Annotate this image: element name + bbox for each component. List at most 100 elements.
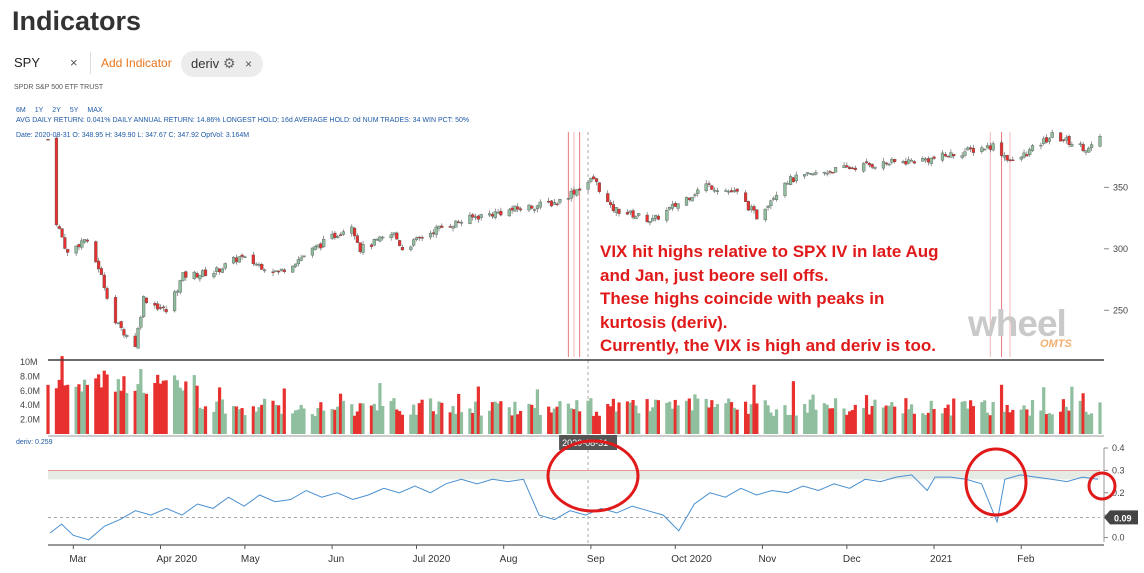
volume-bar bbox=[845, 414, 849, 434]
candle-body bbox=[293, 263, 298, 267]
candle-body bbox=[631, 210, 635, 218]
volume-bar bbox=[696, 398, 700, 434]
time-tick-label: Aug bbox=[500, 554, 518, 565]
candle-body bbox=[634, 216, 638, 220]
gear-icon[interactable]: ⚙ bbox=[223, 55, 236, 71]
volume-bar bbox=[597, 415, 601, 434]
volume-bar bbox=[1061, 399, 1066, 434]
candle-body bbox=[1067, 136, 1071, 145]
candle-body bbox=[648, 221, 652, 224]
volume-bar bbox=[451, 406, 455, 434]
volume-bar bbox=[611, 398, 615, 434]
candle-body bbox=[476, 215, 480, 220]
volume-bar bbox=[198, 407, 202, 434]
candle-body bbox=[203, 269, 208, 277]
candle-body bbox=[690, 196, 694, 202]
candle-body bbox=[54, 137, 59, 226]
ticker-clear-icon[interactable]: × bbox=[70, 55, 78, 70]
indicator-remove-icon[interactable]: × bbox=[245, 57, 253, 71]
candle-body bbox=[1081, 144, 1085, 152]
add-indicator-button[interactable]: Add Indicator bbox=[101, 56, 172, 70]
candle-body bbox=[727, 191, 731, 193]
volume-bar bbox=[223, 413, 227, 434]
candle-body bbox=[234, 257, 239, 263]
range-button-max[interactable]: MAX bbox=[87, 107, 103, 114]
range-button-5y[interactable]: 5Y bbox=[69, 107, 79, 114]
volume-bar bbox=[417, 403, 421, 434]
candle-body bbox=[853, 167, 857, 170]
volume-bar bbox=[822, 403, 826, 434]
volume-bar bbox=[1028, 415, 1032, 434]
candle-body bbox=[645, 214, 649, 222]
candle-body bbox=[85, 239, 89, 242]
ticker-input[interactable]: SPY bbox=[14, 55, 41, 70]
volume-bar bbox=[1064, 406, 1068, 434]
candle-body bbox=[1089, 144, 1094, 148]
candle-body bbox=[296, 259, 300, 265]
volume-bars bbox=[46, 356, 1102, 434]
deriv-tick-label: 0.2 bbox=[1112, 488, 1125, 498]
candle-body bbox=[904, 160, 908, 165]
volume-bar bbox=[648, 411, 652, 434]
volume-bar bbox=[631, 399, 635, 434]
time-tick-label: Jul 2020 bbox=[412, 554, 450, 565]
range-button-6m[interactable]: 6M bbox=[16, 107, 26, 114]
volume-bar bbox=[201, 408, 205, 434]
volume-bar bbox=[864, 395, 869, 434]
candle-body bbox=[1022, 152, 1026, 158]
volume-bar bbox=[684, 400, 689, 434]
candle-body bbox=[907, 159, 911, 164]
candle-body bbox=[125, 335, 129, 337]
candle-body bbox=[417, 236, 421, 239]
volume-tick-label: 10M bbox=[20, 357, 38, 367]
volume-bar bbox=[232, 405, 236, 434]
volume-bar bbox=[105, 374, 109, 434]
candle-body bbox=[845, 165, 849, 168]
candle-body bbox=[181, 272, 185, 281]
volume-bar bbox=[355, 411, 360, 434]
volume-bar bbox=[774, 409, 779, 434]
candle-body bbox=[597, 182, 601, 192]
volume-bar bbox=[237, 409, 241, 434]
volume-bar bbox=[676, 405, 680, 434]
candle-body bbox=[901, 161, 905, 163]
candle-body bbox=[99, 268, 104, 275]
candle-body bbox=[198, 274, 202, 280]
candle-body bbox=[1059, 132, 1063, 142]
candle-body bbox=[479, 214, 483, 218]
volume-bar bbox=[471, 412, 475, 434]
candle-body bbox=[1019, 156, 1023, 160]
volume-bar bbox=[243, 415, 247, 434]
volume-bar bbox=[142, 392, 146, 434]
volume-bar bbox=[454, 413, 458, 434]
candle-body bbox=[223, 263, 227, 269]
candle-body bbox=[943, 154, 947, 157]
volume-bar bbox=[904, 398, 908, 434]
volume-bar bbox=[319, 402, 323, 434]
candle-body bbox=[313, 246, 317, 250]
volume-bar bbox=[296, 409, 300, 434]
range-button-2y[interactable]: 2Y bbox=[52, 107, 61, 114]
indicator-chip[interactable] bbox=[181, 51, 263, 77]
volume-bar bbox=[980, 402, 984, 434]
volume-bar bbox=[409, 414, 413, 434]
range-button-1y[interactable]: 1Y bbox=[34, 107, 44, 114]
candle-body bbox=[1070, 144, 1074, 147]
volume-bar bbox=[788, 414, 793, 434]
indicator-chip-label: deriv bbox=[191, 56, 220, 71]
candle-body bbox=[808, 173, 812, 175]
volume-bar bbox=[628, 402, 632, 434]
volume-bar bbox=[690, 410, 694, 434]
candle-body bbox=[926, 158, 931, 163]
candle-body bbox=[670, 204, 675, 209]
volume-bar bbox=[310, 414, 315, 434]
candle-body bbox=[119, 321, 123, 328]
volume-bar bbox=[184, 381, 188, 434]
volume-bar bbox=[420, 399, 424, 434]
volume-bar bbox=[279, 413, 284, 434]
candle-body bbox=[594, 178, 599, 182]
candle-body bbox=[451, 226, 455, 229]
candle-body bbox=[142, 296, 146, 317]
volume-bar bbox=[715, 404, 720, 434]
